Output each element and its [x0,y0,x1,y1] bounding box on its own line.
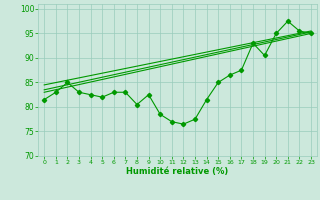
X-axis label: Humidité relative (%): Humidité relative (%) [126,167,229,176]
